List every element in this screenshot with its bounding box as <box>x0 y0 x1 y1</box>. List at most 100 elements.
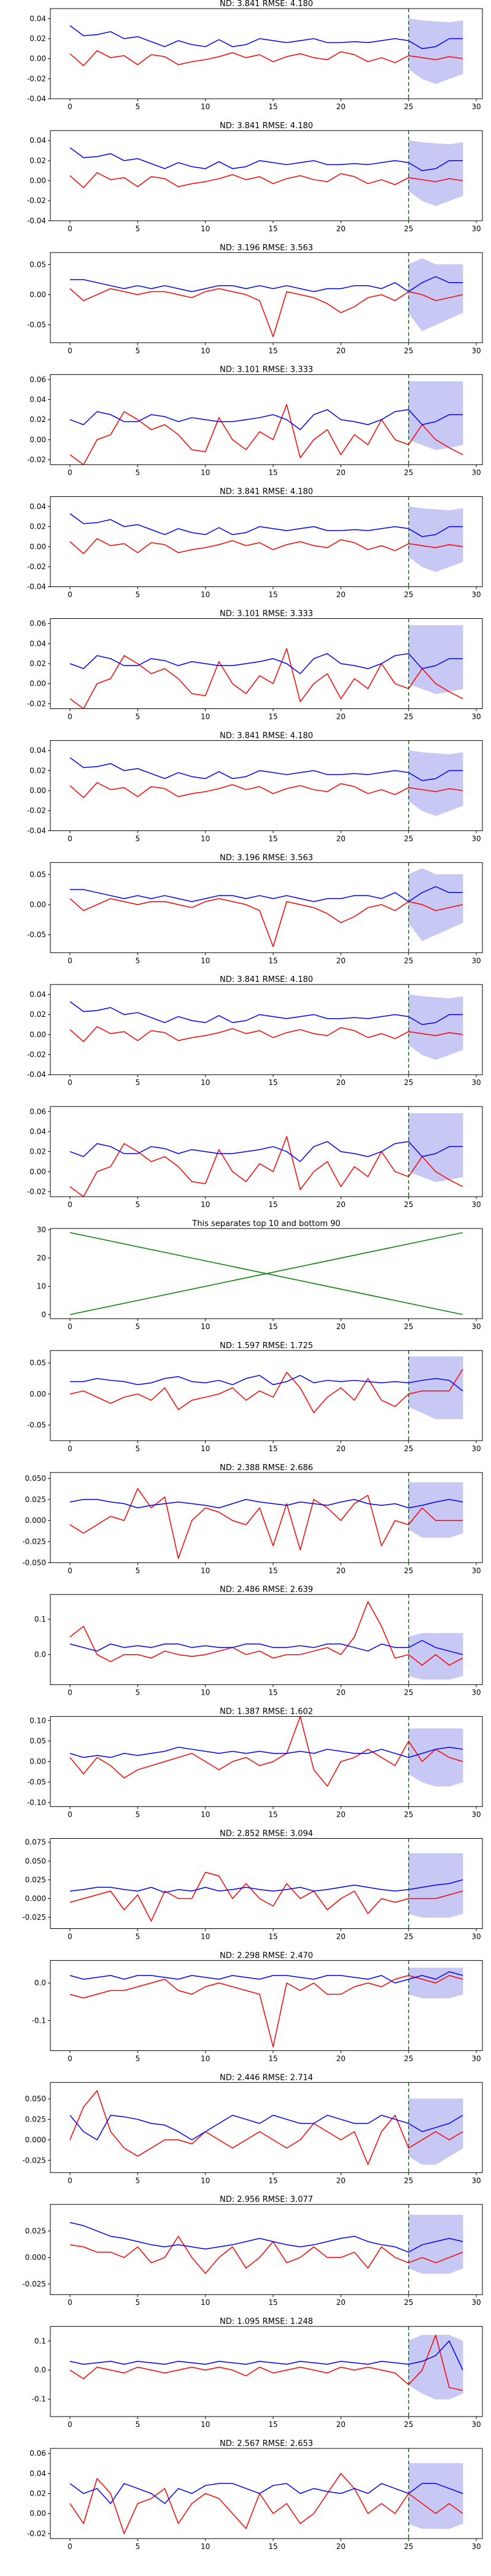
x-tick-label: 15 <box>268 2298 277 2307</box>
y-tick-label: 0.000 <box>25 1516 46 1525</box>
subplot-title: ND: 2.298 RMSE: 2.470 <box>220 1951 313 1960</box>
x-tick-label: 5 <box>136 1078 141 1087</box>
x-tick-label: 20 <box>336 2420 346 2429</box>
x-tick-label: 25 <box>404 1689 413 1697</box>
y-tick-label: 0.025 <box>25 2115 46 2123</box>
y-tick-label: 0.1 <box>34 2337 46 2345</box>
y-tick-label: 0.00 <box>29 786 46 795</box>
axes-frame <box>50 862 483 953</box>
y-tick-label: 0.00 <box>29 177 46 185</box>
x-tick-label: 10 <box>201 2542 210 2551</box>
forecast-line <box>69 2340 463 2371</box>
y-tick-label: 0.075 <box>25 1838 46 1847</box>
subplot: ND: 3.841 RMSE: 4.180 0 5 10 15 20 25 30 -0.04 -0… <box>27 488 483 599</box>
x-tick-label: 25 <box>404 834 413 843</box>
x-tick-label: 30 <box>471 956 481 965</box>
y-tick-label: -0.1 <box>32 2016 46 2025</box>
x-tick-label: 10 <box>201 1811 210 1819</box>
y-tick-label: 0.1 <box>34 1615 46 1623</box>
confidence-band <box>408 2214 463 2274</box>
confidence-band <box>408 140 463 206</box>
y-tick-label: 0.06 <box>29 1107 46 1116</box>
x-tick-label: 15 <box>268 713 277 721</box>
subplot-title: ND: 3.101 RMSE: 3.333 <box>220 610 313 619</box>
subplot-title: ND: 2.446 RMSE: 2.714 <box>220 2073 313 2082</box>
x-tick-label: 10 <box>201 2298 210 2307</box>
x-tick-label: 20 <box>336 1322 346 1331</box>
x-tick-label: 10 <box>201 1078 210 1087</box>
subplot: ND: 3.196 RMSE: 3.563 0 5 10 15 20 25 30 -0.05 0.… <box>27 853 483 965</box>
x-tick-label: 30 <box>471 347 481 355</box>
subplot-title: ND: 2.567 RMSE: 2.653 <box>220 2439 313 2448</box>
x-tick-label: 15 <box>268 956 277 965</box>
x-tick-label: 20 <box>336 713 346 721</box>
x-tick-label: 5 <box>136 102 141 111</box>
x-tick-label: 25 <box>404 1322 413 1331</box>
y-tick-label: -0.04 <box>27 1070 46 1079</box>
subplot: ND: 3.101 RMSE: 3.333 0 5 10 15 20 25 30 -0.02 0.… <box>27 366 483 477</box>
plot-area <box>69 1594 463 1685</box>
forecast-line <box>69 1141 463 1162</box>
y-tick-label: 0.000 <box>25 2136 46 2144</box>
forecast-line <box>69 409 463 431</box>
x-tick-label: 5 <box>136 1444 141 1453</box>
x-tick-label: 25 <box>404 2420 413 2429</box>
target-line <box>69 2334 463 2391</box>
subplot: ND: 1.387 RMSE: 1.602 0 5 10 15 20 25 30 -0.10 -0… <box>27 1708 483 1819</box>
x-tick-label: 25 <box>404 2542 413 2551</box>
target-line <box>69 898 463 948</box>
x-tick-label: 5 <box>136 834 141 843</box>
plot-area <box>69 9 463 99</box>
confidence-band <box>408 381 463 450</box>
y-tick-label: -0.025 <box>22 1537 46 1546</box>
x-tick-label: 20 <box>336 102 346 111</box>
subplot: ND: 3.196 RMSE: 3.563 0 5 10 15 20 25 30 -0.05 0.… <box>27 243 483 355</box>
subplot-title: ND: 3.841 RMSE: 4.180 <box>220 121 313 131</box>
axes-frame <box>50 1228 483 1319</box>
y-tick-label: 0.02 <box>29 766 46 775</box>
plot-area <box>69 862 463 953</box>
y-tick-label: 0.06 <box>29 2449 46 2458</box>
subplot: 0 5 10 15 20 25 30 -0.02 0.00 0.02 0.04 0.06 <box>27 1106 483 1209</box>
subplot: ND: 3.841 RMSE: 4.180 0 5 10 15 20 25 30 -0.04 -0… <box>27 0 483 111</box>
x-tick-label: 10 <box>201 834 210 843</box>
axes-frame <box>50 2204 483 2295</box>
x-tick-label: 0 <box>68 1811 72 1819</box>
y-tick-label: 0.04 <box>29 746 46 755</box>
x-tick-label: 10 <box>201 1444 210 1453</box>
x-tick-label: 5 <box>136 1322 141 1331</box>
x-tick-label: 0 <box>68 2054 72 2063</box>
y-tick-label: 0.0 <box>34 2366 46 2374</box>
y-tick-label: -0.050 <box>22 1558 46 1567</box>
x-tick-label: 10 <box>201 102 210 111</box>
x-tick-label: 20 <box>336 834 346 843</box>
y-tick-label: 0.02 <box>29 659 46 668</box>
subplot: ND: 1.597 RMSE: 1.725 0 5 10 15 20 25 30 -0.05 0.… <box>27 1341 483 1453</box>
x-tick-label: 0 <box>68 102 72 111</box>
x-tick-label: 10 <box>201 224 210 233</box>
plot-area <box>69 2448 463 2539</box>
x-tick-label: 20 <box>336 591 346 599</box>
y-tick-label: 30 <box>37 1225 46 1234</box>
plot-area <box>69 1716 463 1807</box>
x-tick-label: 10 <box>201 1689 210 1697</box>
y-tick-label: 0.04 <box>29 396 46 404</box>
target-line <box>69 2236 463 2274</box>
x-tick-label: 5 <box>136 956 141 965</box>
x-tick-label: 25 <box>404 2054 413 2063</box>
confidence-band <box>408 994 463 1060</box>
y-tick-label: -0.04 <box>27 583 46 591</box>
plot-area <box>69 1350 463 1441</box>
x-tick-label: 25 <box>404 1078 413 1087</box>
forecast-line <box>69 1879 463 1893</box>
x-tick-label: 5 <box>136 347 141 355</box>
subplot-title: ND: 2.956 RMSE: 3.077 <box>220 2195 313 2204</box>
x-tick-label: 20 <box>336 469 346 477</box>
y-tick-label: 0.00 <box>29 900 46 909</box>
y-tick-label: 0.025 <box>25 1495 46 1504</box>
x-tick-label: 15 <box>268 591 277 599</box>
subplot-title: ND: 3.841 RMSE: 4.180 <box>220 0 313 9</box>
x-tick-label: 0 <box>68 956 72 965</box>
x-tick-label: 10 <box>201 713 210 721</box>
x-tick-label: 15 <box>268 2176 277 2185</box>
